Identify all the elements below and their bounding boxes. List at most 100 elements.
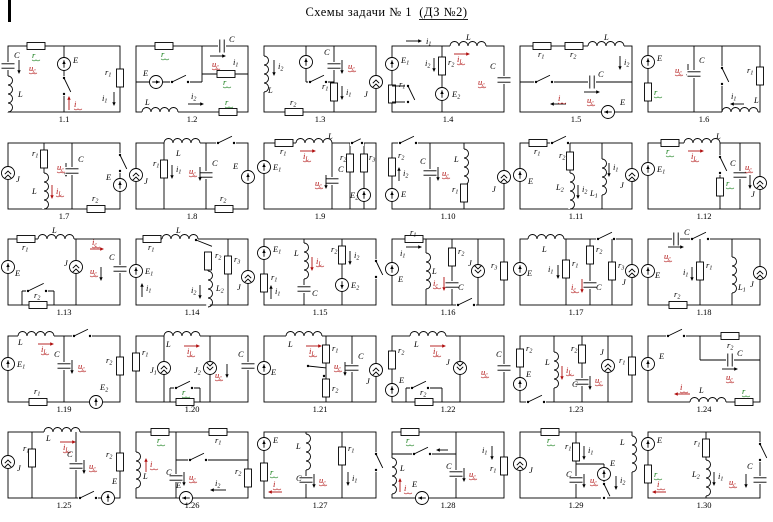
svg-text:iL: iL xyxy=(566,365,572,377)
svg-text:i1: i1 xyxy=(102,93,107,105)
svg-text:L: L xyxy=(619,437,625,447)
svg-text:i2: i2 xyxy=(620,475,625,487)
circuit-number: 1.1 xyxy=(58,114,70,124)
circuit-number: 1.29 xyxy=(568,500,584,510)
svg-text:r2: r2 xyxy=(290,97,296,109)
svg-text:uc: uc xyxy=(726,372,733,384)
svg-text:E: E xyxy=(656,53,663,63)
svg-text:C: C xyxy=(566,469,572,479)
circuit-number: 1.27 xyxy=(312,500,328,510)
svg-text:E: E xyxy=(619,97,626,107)
svg-text:r1: r1 xyxy=(215,435,221,447)
svg-text:r1: r1 xyxy=(280,146,286,158)
svg-text:i2: i2 xyxy=(425,58,430,70)
svg-text:E2: E2 xyxy=(349,190,358,202)
circuit-diagram: E1 r1 i1 LiL Cr2 i2 E2 xyxy=(257,238,384,306)
svg-text:J: J xyxy=(237,282,242,292)
svg-text:r2: r2 xyxy=(596,244,602,256)
svg-text:uc: uc xyxy=(481,367,488,379)
svg-text:r1: r1 xyxy=(538,49,544,61)
svg-text:L: L xyxy=(431,266,437,276)
svg-text:uc: uc xyxy=(78,361,85,373)
svg-text:C: C xyxy=(358,351,364,361)
svg-text:C: C xyxy=(166,467,172,477)
svg-text:r2: r2 xyxy=(559,150,565,162)
svg-text:r1: r1 xyxy=(399,79,405,91)
svg-text:i1: i1 xyxy=(400,248,405,260)
svg-text:E1: E1 xyxy=(16,359,25,371)
svg-text:r1: r1 xyxy=(34,386,40,398)
svg-text:J: J xyxy=(751,189,756,199)
svg-text:i1: i1 xyxy=(146,283,151,295)
circuit-number: 1.30 xyxy=(696,500,712,510)
cursor-artifact xyxy=(8,0,11,22)
svg-text:L: L xyxy=(287,339,293,349)
svg-text:C: C xyxy=(730,158,736,168)
svg-text:C: C xyxy=(324,47,330,57)
svg-text:C: C xyxy=(747,461,753,471)
svg-text:r1: r1 xyxy=(332,343,338,355)
svg-text:J: J xyxy=(17,463,22,473)
svg-text:i: i xyxy=(273,479,276,489)
circuit-diagram: r2 E LiL r2 C uc Jr1 xyxy=(513,335,636,405)
svg-text:uc: uc xyxy=(319,475,326,487)
svg-text:E: E xyxy=(272,435,279,445)
svg-text:r1: r1 xyxy=(534,146,540,158)
svg-text:r1: r1 xyxy=(105,67,111,79)
svg-text:uc: uc xyxy=(587,95,594,107)
svg-text:r: r xyxy=(161,49,165,59)
svg-text:E: E xyxy=(527,176,534,186)
circuit-number: 1.22 xyxy=(440,403,456,414)
svg-text:E: E xyxy=(411,479,418,489)
svg-text:r1: r1 xyxy=(490,463,496,475)
circuit-number: 1.10 xyxy=(440,210,456,221)
svg-text:L: L xyxy=(51,225,57,235)
circuit-number: 1.24 xyxy=(696,403,712,414)
svg-text:r1: r1 xyxy=(32,148,38,160)
circuit-number: 1.17 xyxy=(568,307,584,317)
svg-text:i2: i2 xyxy=(191,91,196,103)
svg-text:C: C xyxy=(212,158,218,168)
svg-text:r: r xyxy=(157,435,161,445)
svg-text:uc: uc xyxy=(90,266,97,278)
svg-text:uc: uc xyxy=(189,472,196,484)
svg-text:iL: iL xyxy=(316,256,322,268)
circuit-number: 1.18 xyxy=(696,307,712,317)
svg-text:r: r xyxy=(406,435,410,445)
svg-text:L: L xyxy=(753,95,759,105)
svg-text:uc: uc xyxy=(590,475,597,487)
svg-text:r: r xyxy=(654,87,658,97)
svg-text:r1: r1 xyxy=(148,242,154,254)
svg-text:r: r xyxy=(225,97,229,107)
svg-text:E: E xyxy=(72,55,79,65)
circuit-diagram: Er uc Cr1 Li1 xyxy=(641,45,764,114)
circuit-number: 1.8 xyxy=(186,210,198,221)
circuit-1.14: r1 L E1 i1 r2 L2 i2 r3 J 1.14 xyxy=(129,225,255,321)
svg-text:C: C xyxy=(598,69,604,79)
svg-text:i1: i1 xyxy=(548,264,553,276)
svg-text:E1: E1 xyxy=(400,55,409,67)
svg-text:i: i xyxy=(657,479,660,489)
svg-text:E: E xyxy=(111,476,118,486)
svg-text:C: C xyxy=(67,449,73,459)
svg-text:r2: r2 xyxy=(92,193,98,205)
svg-text:r2: r2 xyxy=(398,150,404,162)
svg-text:i1: i1 xyxy=(275,286,280,298)
svg-text:L: L xyxy=(45,433,51,443)
circuit-diagram: Eri r1 L2 i1 Cuc xyxy=(641,431,768,499)
svg-text:iL: iL xyxy=(309,346,315,358)
svg-text:J: J xyxy=(622,277,627,287)
svg-text:E1: E1 xyxy=(144,266,153,278)
circuit-number: 1.3 xyxy=(314,114,326,124)
svg-text:J: J xyxy=(364,89,369,99)
svg-text:uc: uc xyxy=(348,61,355,73)
svg-text:r2: r2 xyxy=(340,152,346,164)
